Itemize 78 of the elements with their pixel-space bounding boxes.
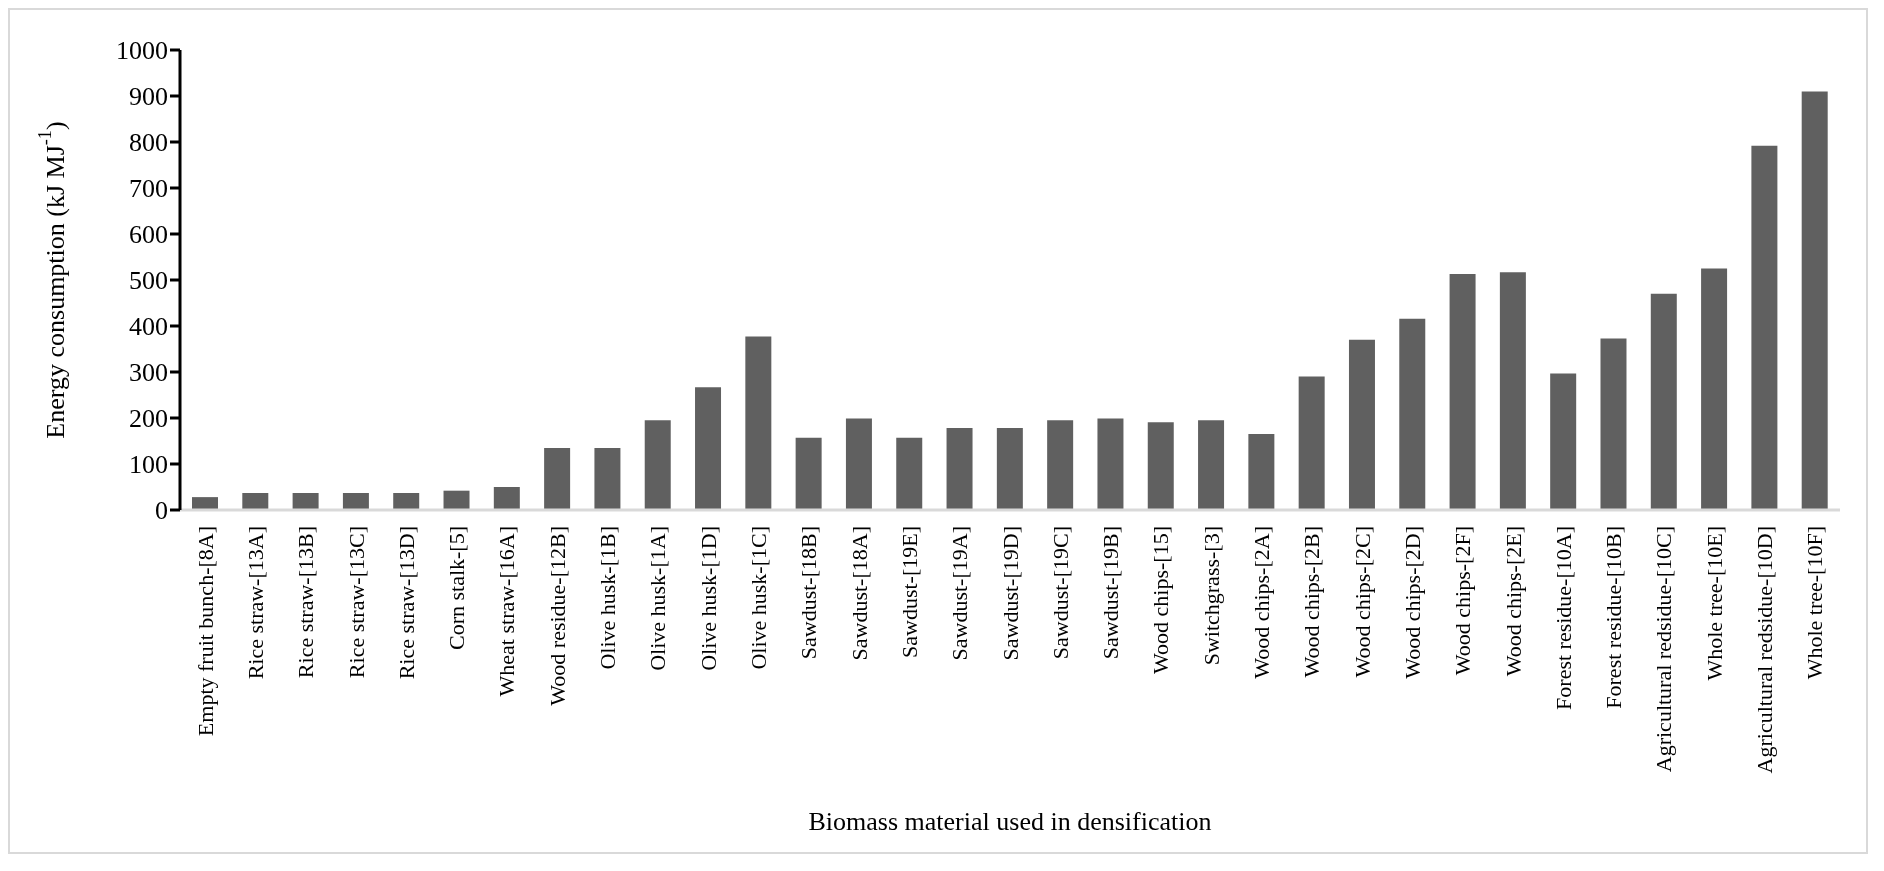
- x-tick-label: Sawdust-[19E]: [896, 526, 922, 658]
- bar: [1399, 318, 1426, 510]
- x-tick-label: Sawdust-[19B]: [1098, 526, 1124, 660]
- x-tick-label: Rice straw-[13B]: [293, 526, 319, 679]
- y-tick-label: 300: [129, 358, 168, 388]
- x-tick-label: Sawdust-[18B]: [796, 526, 822, 660]
- x-tick-label: Wheat straw-[16A]: [494, 526, 520, 697]
- x-tick-label: Whole tree-[10E]: [1701, 526, 1727, 681]
- bar: [1348, 339, 1375, 510]
- x-tick-label: Wood residue-[12B]: [544, 526, 570, 706]
- x-tick-label: Rice straw-[13A]: [242, 526, 268, 680]
- bar: [1198, 420, 1225, 510]
- y-tick-label: 400: [129, 312, 168, 342]
- x-axis-title: Biomass material used in densification: [808, 807, 1212, 836]
- bar: [896, 437, 923, 510]
- bar: [1248, 434, 1275, 510]
- x-tick-label: Olive husk-[1C]: [745, 526, 771, 670]
- x-tick-label: Sawdust-[18A]: [846, 526, 872, 661]
- x-tick-label: Olive husk-[1D]: [695, 526, 721, 671]
- y-tick-label: 700: [129, 174, 168, 204]
- bar: [443, 490, 470, 510]
- x-tick-label: Sawdust-[19C]: [1047, 526, 1073, 660]
- y-tick-label: 100: [129, 450, 168, 480]
- x-tick-label: Forest residue-[10A]: [1550, 526, 1576, 710]
- x-tick-label: Rice straw-[13D]: [393, 526, 419, 680]
- bar: [544, 447, 571, 510]
- bar: [342, 492, 369, 510]
- bar: [594, 447, 621, 510]
- bar: [192, 497, 218, 510]
- x-tick-label: Corn stalk-[5]: [444, 526, 470, 651]
- x-tick-label: Rice straw-[13C]: [343, 526, 369, 679]
- y-tick-label: 900: [129, 82, 168, 112]
- x-tick-label: Olive husk-[1A]: [645, 526, 671, 671]
- bar: [1650, 293, 1677, 510]
- bar: [1600, 338, 1627, 510]
- x-tick-label: Wood chips-[2B]: [1299, 526, 1325, 678]
- y-tick-label: 1000: [116, 36, 168, 66]
- bar: [493, 487, 520, 510]
- bar: [1701, 268, 1728, 510]
- bar: [795, 437, 822, 510]
- bar: [845, 418, 872, 510]
- bar: [644, 420, 671, 510]
- y-tick-label: 200: [129, 404, 168, 434]
- bar: [1298, 376, 1325, 510]
- x-tick-label: Wood chips-[2E]: [1500, 526, 1526, 677]
- y-tick-label: 0: [155, 496, 168, 526]
- x-tick-label: Wood chips-[2C]: [1349, 526, 1375, 678]
- x-tick-label: Wood chips-[2F]: [1450, 526, 1476, 676]
- x-tick-label: Empty fruit bunch-[8A]: [192, 526, 218, 737]
- x-tick-label: Forest residue-[10B]: [1601, 526, 1627, 709]
- x-tick-label: Sawdust-[19D]: [997, 526, 1023, 661]
- x-tick-label: Wood chips-[2A]: [1249, 526, 1275, 679]
- bar: [242, 492, 269, 510]
- bar: [1499, 272, 1526, 510]
- x-tick-label: Wood chips-[15]: [1148, 526, 1174, 674]
- y-tick-label: 800: [129, 128, 168, 158]
- bar: [1550, 373, 1577, 510]
- bar: [1751, 145, 1778, 510]
- bar: [1801, 91, 1828, 510]
- x-tick-label: Agricultural redsidue-[10C]: [1651, 526, 1677, 773]
- bar: [1047, 420, 1074, 510]
- bar: [1147, 422, 1174, 510]
- x-tick-label: Olive husk-[1B]: [595, 526, 621, 670]
- bar: [292, 492, 319, 510]
- bar: [393, 492, 420, 510]
- y-tick-label: 500: [129, 266, 168, 296]
- x-tick-label: Switchgrass-[3]: [1198, 526, 1224, 666]
- x-tick-label: Agricultural redsidue-[10D]: [1752, 526, 1778, 774]
- y-tick-label: 600: [129, 220, 168, 250]
- bar: [946, 428, 973, 510]
- bar: [1449, 274, 1476, 510]
- bar: [1097, 418, 1124, 510]
- bar: [695, 387, 722, 510]
- x-tick-label: Wood chips-[2D]: [1399, 526, 1425, 679]
- bar: [996, 428, 1023, 510]
- x-tick-label: Whole tree-[10F]: [1802, 526, 1828, 680]
- bar: [745, 336, 772, 510]
- x-tick-label: Sawdust-[19A]: [947, 526, 973, 661]
